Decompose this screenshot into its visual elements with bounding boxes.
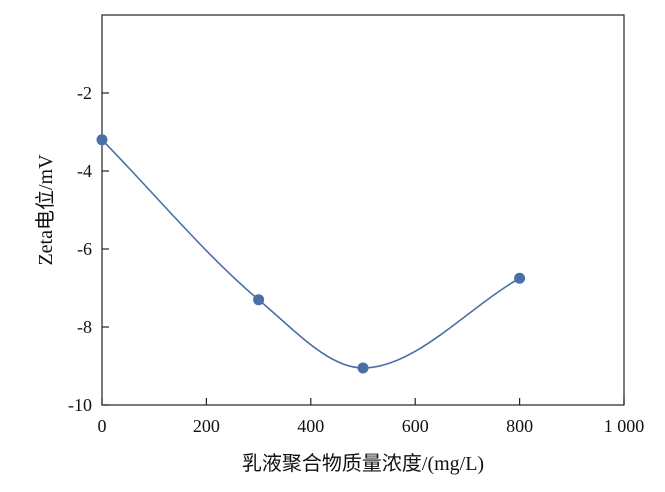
axis-tick-labels: 0 200 400 600 800 1 000 -10 -8 -6 -4 -2	[68, 83, 644, 436]
y-tick-label: -2	[77, 83, 92, 103]
x-tick-label: 400	[297, 416, 324, 436]
x-axis-title: 乳液聚合物质量浓度/(mg/L)	[242, 452, 484, 475]
data-point	[357, 362, 369, 374]
x-tick-label: 1 000	[604, 416, 645, 436]
y-axis-title: Zeta电位/mV	[34, 154, 57, 266]
data-point	[253, 294, 265, 306]
x-tick-label: 600	[402, 416, 429, 436]
y-tick-label: -6	[77, 239, 92, 259]
data-points	[96, 134, 526, 374]
y-tick-label: -4	[77, 161, 92, 181]
data-point	[514, 272, 526, 284]
data-point	[96, 134, 108, 146]
y-tick-label: -10	[68, 395, 92, 415]
x-tick-label: 200	[193, 416, 220, 436]
x-tick-label: 0	[98, 416, 107, 436]
y-tick-label: -8	[77, 317, 92, 337]
series-line	[101, 139, 520, 369]
x-tick-label: 800	[506, 416, 533, 436]
axis-ticks	[101, 92, 625, 406]
plot-frame	[101, 14, 625, 406]
